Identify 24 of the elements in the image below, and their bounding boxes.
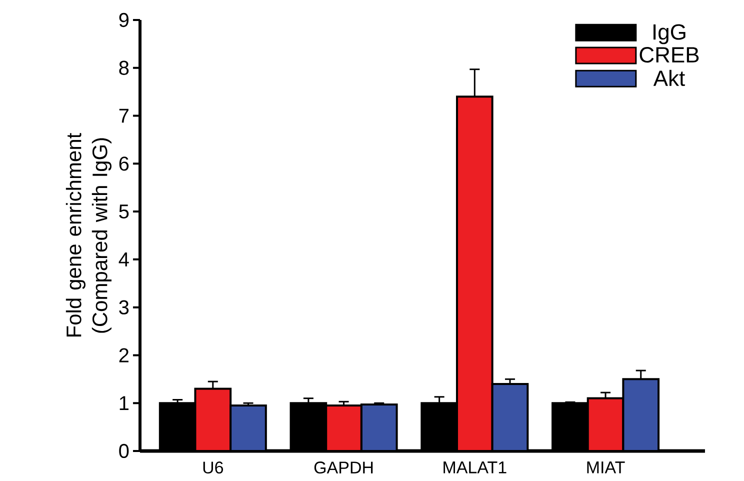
- x-tick-label: MALAT1: [444, 462, 506, 474]
- bar: [326, 405, 362, 451]
- bar: [230, 405, 266, 451]
- legend-label: IgG: [654, 24, 686, 44]
- x-tick-label: GAPDH: [314, 462, 373, 474]
- bar: [492, 384, 528, 451]
- x-tick-label: MIAT: [587, 462, 625, 474]
- y-tick-label: 2: [119, 348, 128, 362]
- bar: [361, 404, 397, 451]
- y-axis-title: Fold gene enrichment (Compared with IgG): [66, 132, 112, 336]
- y-tick-label: 4: [118, 252, 129, 266]
- y-tick-label: 1: [120, 396, 128, 410]
- y-tick-label: 3: [119, 300, 129, 314]
- y-tick-label: 8: [119, 60, 129, 75]
- bar: [456, 96, 492, 451]
- legend-label: Akt: [653, 70, 685, 86]
- legend-label: CREB: [640, 47, 699, 63]
- bar: [195, 388, 231, 451]
- y-tick-label: 0: [119, 444, 129, 458]
- y-tick-label: 9: [119, 12, 129, 28]
- y-tick-label: 5: [119, 204, 129, 219]
- x-tick-label: U6: [203, 462, 224, 474]
- y-tick-label: 7: [119, 108, 128, 123]
- y-tick-label: 6: [119, 156, 129, 171]
